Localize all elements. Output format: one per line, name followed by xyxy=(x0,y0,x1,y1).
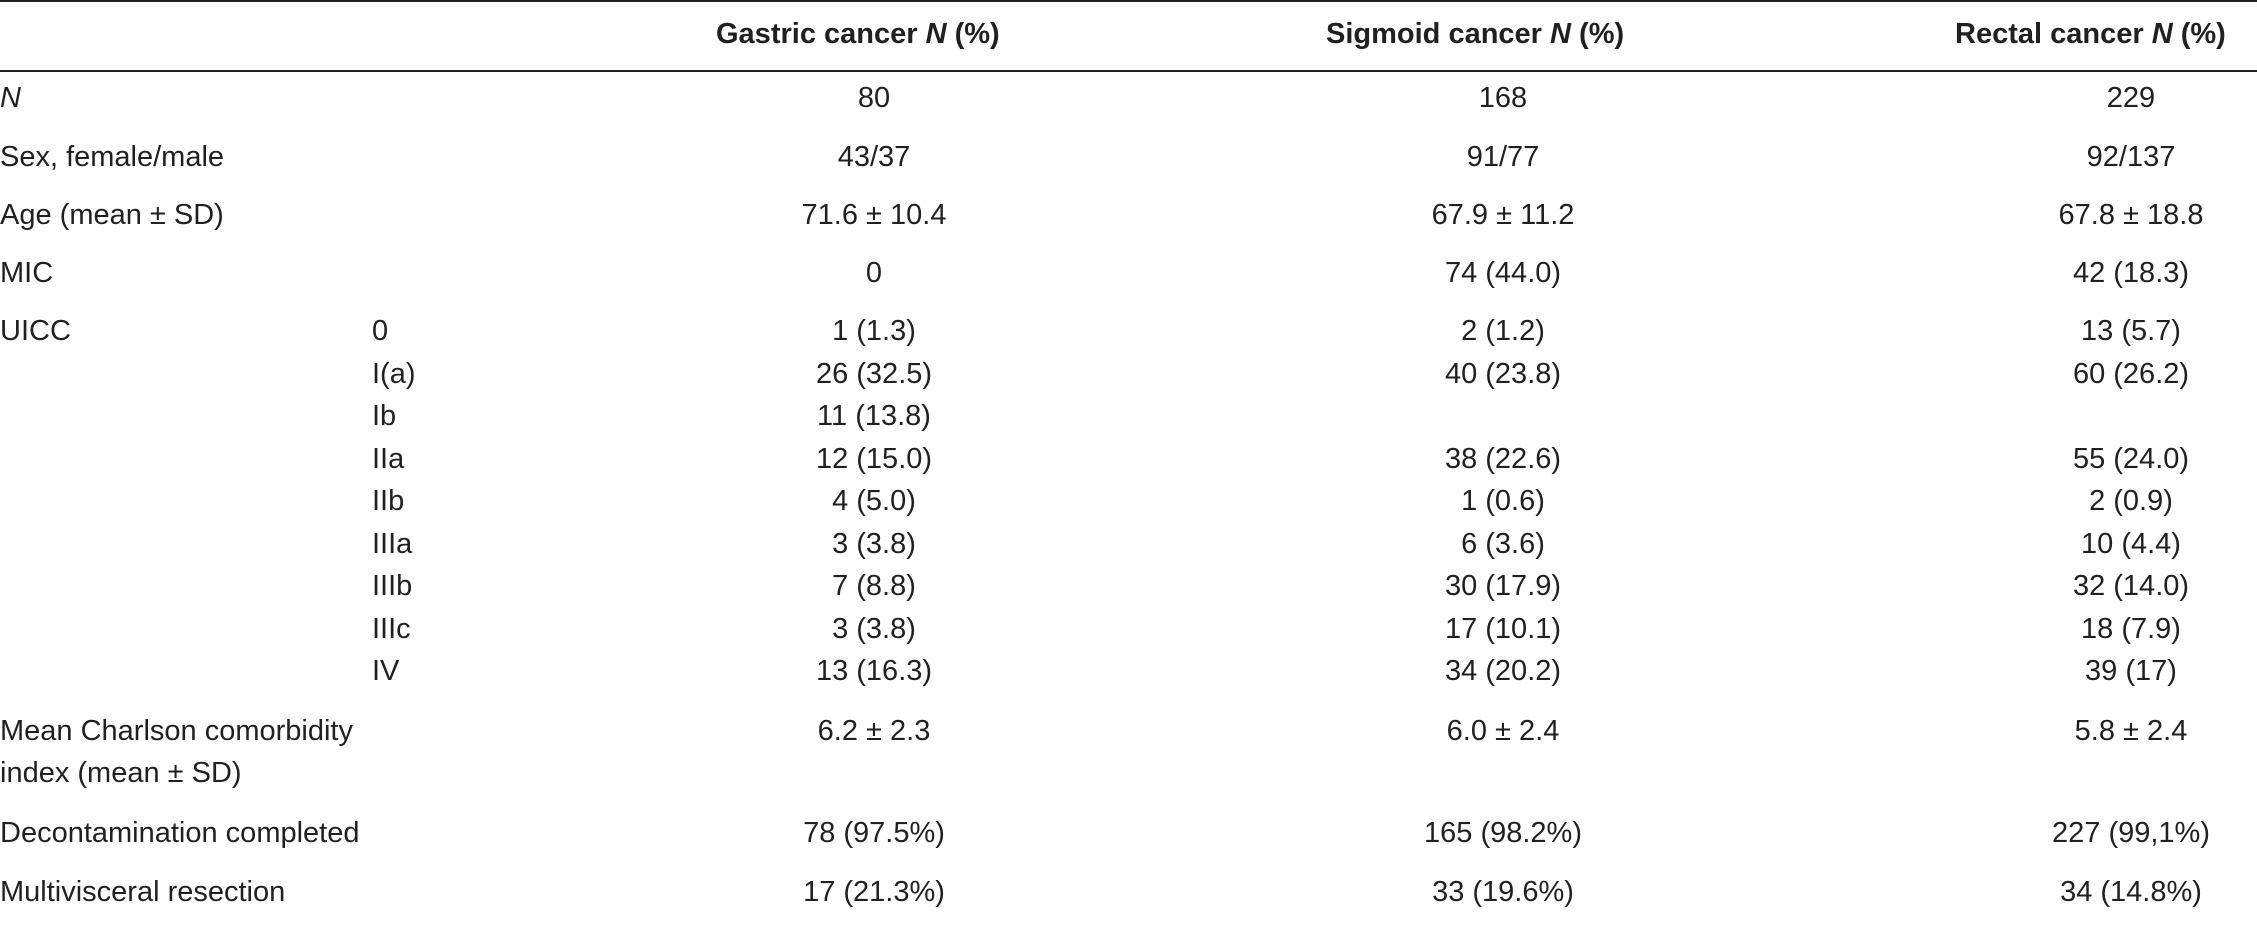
table-header-rule xyxy=(0,70,2257,72)
table-cell-label: Sex, female/male xyxy=(0,141,225,173)
table-cell-label: N xyxy=(0,82,21,114)
table-cell-label: Multivisceral resection xyxy=(0,876,286,908)
table-top-rule xyxy=(0,0,2257,2)
table-cell-label: MIC xyxy=(0,257,54,289)
table-cell-sub: Ib xyxy=(372,400,397,432)
table-cell-label: Age (mean ± SD) xyxy=(0,199,224,231)
table-cell-label: Mean Charlson comorbidity xyxy=(0,715,353,747)
header-sigmoid: Sigmoid cancer N (%) xyxy=(1326,18,1625,50)
table-cell-sub: 0 xyxy=(372,315,389,347)
header-rectal: Rectal cancer N (%) xyxy=(1955,18,2226,50)
table-cell-sub: IIIa xyxy=(372,528,413,560)
table-cell-sub: IIIb xyxy=(372,570,413,602)
table-cell-sub: IV xyxy=(372,655,400,687)
table-cell-label: Decontamination completed xyxy=(0,817,360,849)
table-cell-sub: I(a) xyxy=(372,358,416,390)
table-cell-label: UICC xyxy=(0,315,71,347)
table-cell-sub: IIa xyxy=(372,443,405,475)
header-gastric: Gastric cancer N (%) xyxy=(716,18,1000,50)
table-cell-sub: IIb xyxy=(372,485,405,517)
table-cell-sub: IIIc xyxy=(372,613,411,645)
table-cell-label2: index (mean ± SD) xyxy=(0,757,242,789)
